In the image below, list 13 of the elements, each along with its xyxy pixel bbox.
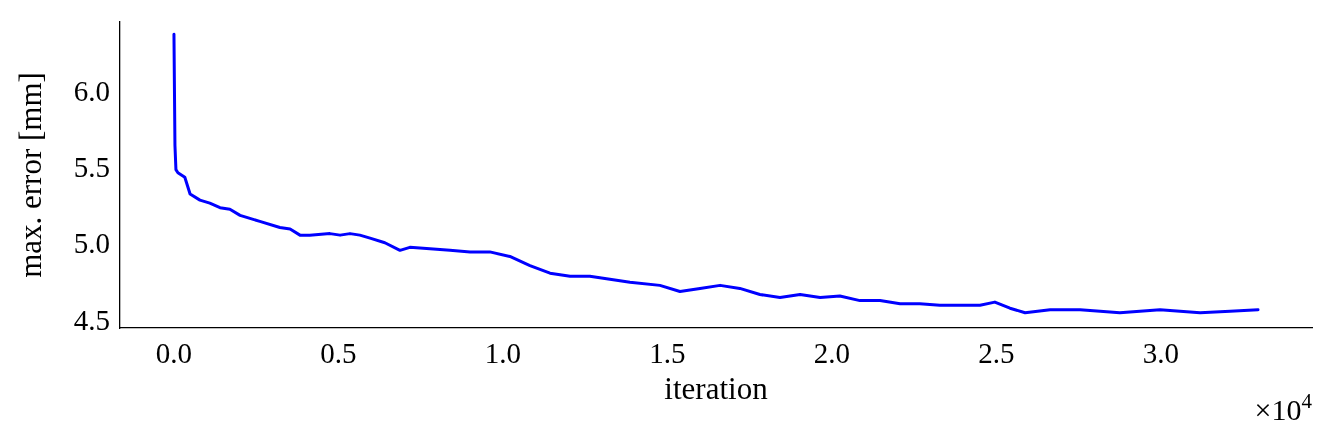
x-tick-label: 1.0	[484, 337, 522, 370]
x-tick-label: 1.5	[649, 337, 686, 370]
x-tick-label: 3.0	[1142, 337, 1180, 370]
y-tick-label: 5.5	[73, 151, 110, 184]
x-axis-title: iteration	[664, 370, 769, 406]
y-axis-title: max. error [mm]	[12, 72, 48, 278]
y-tick-label: 5.0	[73, 227, 110, 260]
x-tick-label: 2.0	[813, 337, 851, 370]
x-tick-label: 0.0	[155, 337, 193, 370]
y-tick-label: 4.5	[73, 303, 110, 336]
y-tick-label: 6.0	[73, 75, 110, 108]
x-tick-label: 0.5	[320, 337, 357, 370]
x-tick-label: 2.5	[978, 337, 1015, 370]
